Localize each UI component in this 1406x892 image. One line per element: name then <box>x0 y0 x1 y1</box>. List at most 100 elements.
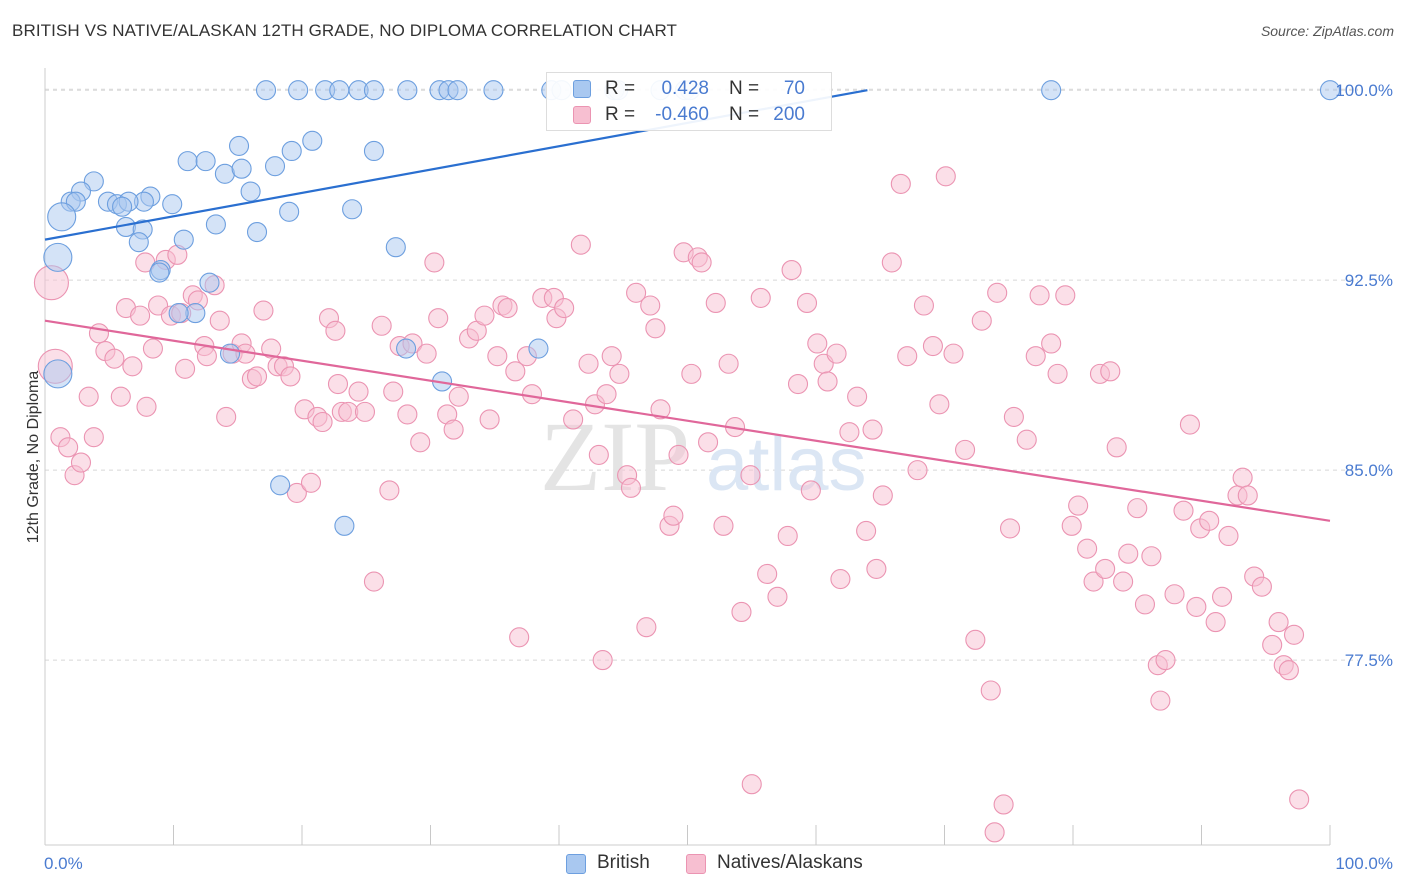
natives-point <box>1278 660 1299 681</box>
natives-point <box>897 346 918 367</box>
series-british-points <box>43 80 1341 536</box>
natives-point <box>1003 406 1024 427</box>
natives-point <box>136 396 157 417</box>
legend-row-natives: R = -0.460 N = 200 <box>547 102 831 128</box>
natives-point <box>286 482 307 503</box>
british-point <box>231 158 252 179</box>
british-point <box>483 80 504 101</box>
natives-point <box>866 558 887 579</box>
british-point <box>329 80 350 101</box>
british-point <box>47 202 77 232</box>
natives-point <box>1047 363 1068 384</box>
y-tick-label: 92.5% <box>1345 271 1393 290</box>
british-point <box>1319 80 1341 101</box>
natives-point <box>1025 346 1046 367</box>
natives-point <box>1106 437 1127 458</box>
natives-point <box>253 300 274 321</box>
natives-point <box>847 386 868 407</box>
natives-point <box>907 460 928 481</box>
natives-point <box>1199 510 1220 531</box>
natives-point <box>609 363 630 384</box>
natives-point <box>348 381 369 402</box>
natives-point <box>1077 538 1098 559</box>
natives-point <box>807 333 828 354</box>
natives-point <box>1134 594 1156 615</box>
natives-point <box>1150 690 1171 711</box>
natives-point <box>1061 515 1082 536</box>
natives-r-value: -0.460 <box>655 104 709 125</box>
natives-point <box>479 409 500 430</box>
natives-point <box>505 361 526 382</box>
natives-point <box>636 617 657 638</box>
british-swatch <box>573 80 591 98</box>
natives-point <box>713 515 734 536</box>
natives-point <box>338 401 359 422</box>
natives-point <box>554 297 575 319</box>
british-legend-swatch <box>566 854 586 874</box>
natives-point <box>741 774 762 795</box>
natives-point <box>777 525 798 547</box>
natives-point <box>935 166 956 187</box>
natives-point <box>363 571 385 592</box>
natives-point <box>787 373 809 395</box>
natives-point <box>1113 571 1134 592</box>
natives-point <box>196 346 217 367</box>
y-axis-label: 12th Grade, No Diploma <box>25 371 42 544</box>
natives-point <box>1205 612 1226 633</box>
natives-point <box>1029 285 1050 306</box>
natives-point <box>175 358 196 379</box>
natives-n-value: 200 <box>773 104 805 125</box>
natives-point <box>1232 467 1253 488</box>
natives-point <box>922 335 943 357</box>
natives-point <box>397 404 418 425</box>
british-point <box>43 359 73 389</box>
natives-point <box>862 419 883 440</box>
natives-point <box>1289 789 1310 810</box>
natives-point <box>640 295 661 316</box>
natives-point <box>620 477 642 498</box>
british-point <box>195 151 216 172</box>
natives-point <box>428 308 449 329</box>
british-point <box>264 156 286 177</box>
natives-trend-line <box>44 319 1331 522</box>
natives-point <box>705 292 726 314</box>
natives-point <box>1155 650 1176 671</box>
natives-point <box>78 386 99 407</box>
natives-point <box>1118 543 1139 564</box>
natives-point <box>209 310 230 331</box>
natives-n-label: N = <box>729 104 760 125</box>
natives-point <box>681 363 702 384</box>
natives-point <box>379 480 400 501</box>
tick-labels: 77.5% 85.0% 92.5% 100.0% 0.0% 100.0% <box>44 81 1393 873</box>
natives-point <box>354 401 376 422</box>
british-point <box>342 199 363 220</box>
british-point <box>205 214 226 235</box>
natives-point <box>740 465 761 486</box>
natives-point <box>668 444 689 465</box>
natives-legend-label: Natives/Alaskans <box>717 852 863 873</box>
source-label: Source: ZipAtlas.com <box>1260 23 1394 39</box>
natives-point <box>1164 584 1185 605</box>
natives-point <box>1186 596 1207 617</box>
british-point <box>168 303 189 324</box>
natives-point <box>416 343 437 364</box>
british-point <box>149 262 170 283</box>
chart-title: BRITISH VS NATIVE/ALASKAN 12TH GRADE, NO… <box>12 21 678 40</box>
british-r-value: 0.428 <box>661 78 709 99</box>
correlation-legend: R = 0.428 N = 70 R = -0.460 N = 200 <box>546 72 832 131</box>
natives-point <box>130 305 151 326</box>
british-point <box>281 140 302 162</box>
natives-point <box>497 297 518 319</box>
natives-point <box>1041 333 1062 354</box>
natives-point <box>509 627 530 648</box>
british-point <box>173 229 194 250</box>
natives-point <box>300 472 322 493</box>
natives-point <box>626 282 647 303</box>
natives-point <box>487 346 508 367</box>
natives-point <box>70 452 92 473</box>
natives-point <box>410 432 431 453</box>
natives-point <box>596 384 617 405</box>
natives-legend-swatch <box>686 854 706 874</box>
natives-point <box>280 366 301 387</box>
natives-point <box>578 353 599 374</box>
